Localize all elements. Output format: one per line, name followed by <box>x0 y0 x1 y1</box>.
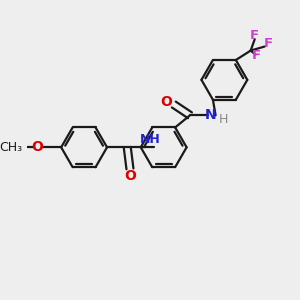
Text: NH: NH <box>140 133 160 146</box>
Text: CH₃: CH₃ <box>0 141 23 154</box>
Text: H: H <box>219 113 228 126</box>
Text: F: F <box>264 37 273 50</box>
Text: N: N <box>204 108 216 122</box>
Text: F: F <box>251 50 261 62</box>
Text: O: O <box>160 95 172 109</box>
Text: O: O <box>124 169 136 183</box>
Text: O: O <box>32 140 44 154</box>
Text: F: F <box>250 29 259 42</box>
